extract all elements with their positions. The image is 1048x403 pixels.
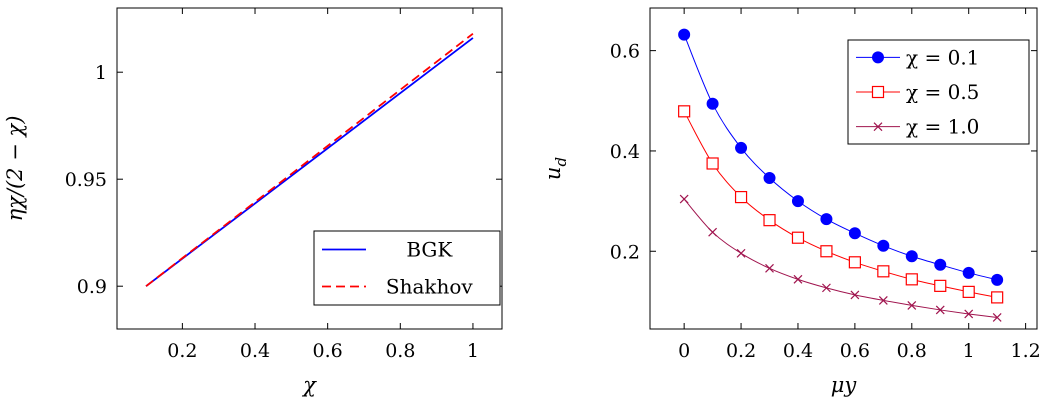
data-point <box>791 231 805 244</box>
data-point <box>871 85 885 99</box>
x-tick-label: 0.8 <box>385 340 415 362</box>
data-point <box>735 141 748 154</box>
cross-stroke <box>793 274 803 284</box>
legend-label: χ = 1.0 <box>906 115 979 139</box>
data-point <box>734 190 748 204</box>
series-line <box>145 32 474 287</box>
x-tick-label: 0.2 <box>167 340 197 362</box>
data-point <box>877 265 890 278</box>
y-tick-label: 0.2 <box>610 241 640 263</box>
cross-stroke <box>736 248 746 258</box>
x-tick-label: 0 <box>678 340 690 362</box>
data-point <box>706 97 719 110</box>
series-1 <box>145 37 474 287</box>
data-point <box>765 263 774 273</box>
series-2 <box>678 105 1004 304</box>
cross-stroke <box>992 313 1002 322</box>
chart-1: 0.2 0.4 0.6 0.8 1 0.9 0.95 1 χ ηχ/(2 − χ) BGK Shakh… <box>3 7 503 397</box>
cross-stroke <box>679 194 689 204</box>
data-point <box>736 248 746 258</box>
data-point <box>678 105 691 118</box>
x-tick-label: 0.6 <box>840 340 870 362</box>
y-axis-label: ud <box>541 157 570 180</box>
data-point <box>848 256 861 269</box>
data-point <box>791 195 804 208</box>
x-tick-label: 0.6 <box>313 340 343 362</box>
x-tick-label: 1 <box>963 340 975 362</box>
x-tick-label: 1 <box>467 340 479 362</box>
x-tick-label: 0.8 <box>897 340 927 362</box>
x-tick-label: 1.2 <box>1011 340 1041 362</box>
y-tick-label: 0.4 <box>610 141 640 163</box>
x-axis-label: χ <box>301 373 317 397</box>
y-tick-label: 0.6 <box>610 41 640 63</box>
data-point <box>905 273 918 286</box>
series-line <box>683 198 998 318</box>
y-tick-label: 1 <box>95 62 107 84</box>
series-3 <box>679 194 1002 322</box>
data-point <box>907 301 917 310</box>
data-point <box>873 122 883 132</box>
data-point <box>679 194 689 204</box>
series-line <box>145 37 474 287</box>
cross-stroke <box>873 122 883 132</box>
cross-stroke <box>935 305 945 315</box>
series-1 <box>678 28 1004 286</box>
cross-stroke <box>964 309 974 319</box>
data-point <box>935 305 945 315</box>
cross-stroke <box>765 263 774 273</box>
legend-label: Shakhov <box>386 275 474 299</box>
legend: χ = 0.1 χ = 0.5 χ = 1.0 <box>847 39 1030 145</box>
data-point <box>878 295 888 305</box>
data-point <box>706 157 719 170</box>
data-point <box>822 283 831 293</box>
data-point <box>991 273 1004 286</box>
data-point <box>820 213 833 226</box>
x-tick-label: 0.4 <box>783 340 813 362</box>
x-tick-label: 0.2 <box>726 340 756 362</box>
cross-stroke <box>878 295 888 305</box>
series-2 <box>145 32 474 287</box>
legend-label: χ = 0.1 <box>906 45 979 69</box>
data-point <box>964 309 974 319</box>
legend-label: χ = 0.5 <box>906 80 979 104</box>
plot-frame <box>116 7 503 330</box>
cross-stroke <box>907 301 917 310</box>
y-tick-label: 0.9 <box>77 276 107 298</box>
legend: BGK Shakhov <box>313 230 501 306</box>
data-point <box>708 227 718 237</box>
data-point <box>934 279 947 292</box>
cross-stroke <box>850 290 860 300</box>
y-tick-label: 0.95 <box>65 169 107 191</box>
data-point <box>872 51 884 64</box>
data-point <box>962 266 975 279</box>
data-point <box>763 214 776 227</box>
y-axis-label: ηχ/(2 − χ) <box>3 116 27 222</box>
legend-label: BGK <box>406 238 453 262</box>
x-axis-label: μy <box>831 373 858 397</box>
data-point <box>991 291 1004 304</box>
legend-box <box>313 230 501 306</box>
cross-stroke <box>822 283 831 293</box>
data-point <box>820 245 833 258</box>
data-point <box>934 258 947 271</box>
data-point <box>877 239 890 252</box>
data-point <box>678 28 691 41</box>
data-point <box>850 290 860 300</box>
data-point <box>962 285 975 298</box>
data-point <box>905 250 918 263</box>
data-point <box>848 227 861 240</box>
data-point <box>763 172 776 185</box>
plot-frame <box>649 7 1038 330</box>
data-point <box>793 274 803 284</box>
data-point <box>992 313 1002 322</box>
cross-stroke <box>708 227 718 237</box>
x-tick-label: 0.4 <box>240 340 270 362</box>
